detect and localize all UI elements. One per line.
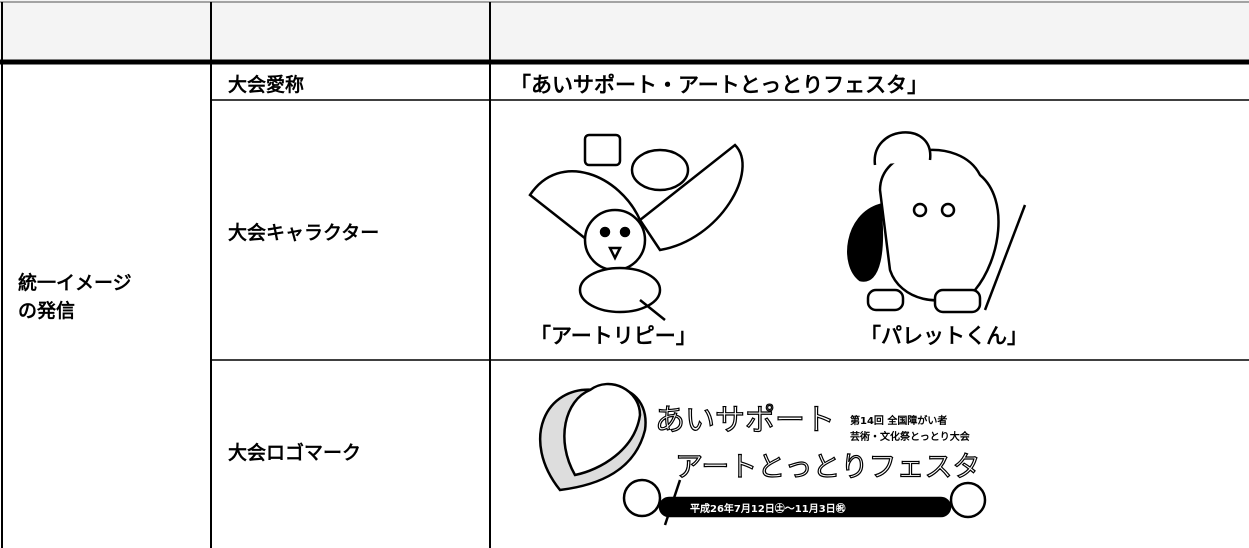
row-item: 大会キャラクター: [228, 222, 380, 244]
header-row: [0, 0, 1249, 60]
logo-illustration: [538, 382, 987, 526]
group-label: の発信: [18, 300, 76, 322]
row-content: 「あいサポート・アートとっとりフェスタ」: [510, 73, 929, 97]
logo-subtitle: 芸術・文化祭とっとり大会: [850, 432, 970, 443]
character-caption: 「アートリピー」: [530, 324, 697, 348]
character-illustration: [528, 133, 744, 321]
logo-subtitle: 第14回 全国障がい者: [850, 416, 948, 427]
character-caption: 「パレットくん」: [860, 324, 1028, 348]
character-illustration: [847, 131, 1027, 314]
logo-dates: 平成26年7月12日㊏～11月3日㊗: [690, 504, 846, 515]
logo-title: アートとっとりフェスタ: [674, 449, 981, 483]
row-item: 大会愛称: [228, 74, 305, 96]
logo-title: あいサポート: [654, 402, 835, 438]
group-label: 統一イメージ: [18, 272, 132, 294]
row-item: 大会ロゴマーク: [228, 442, 362, 464]
